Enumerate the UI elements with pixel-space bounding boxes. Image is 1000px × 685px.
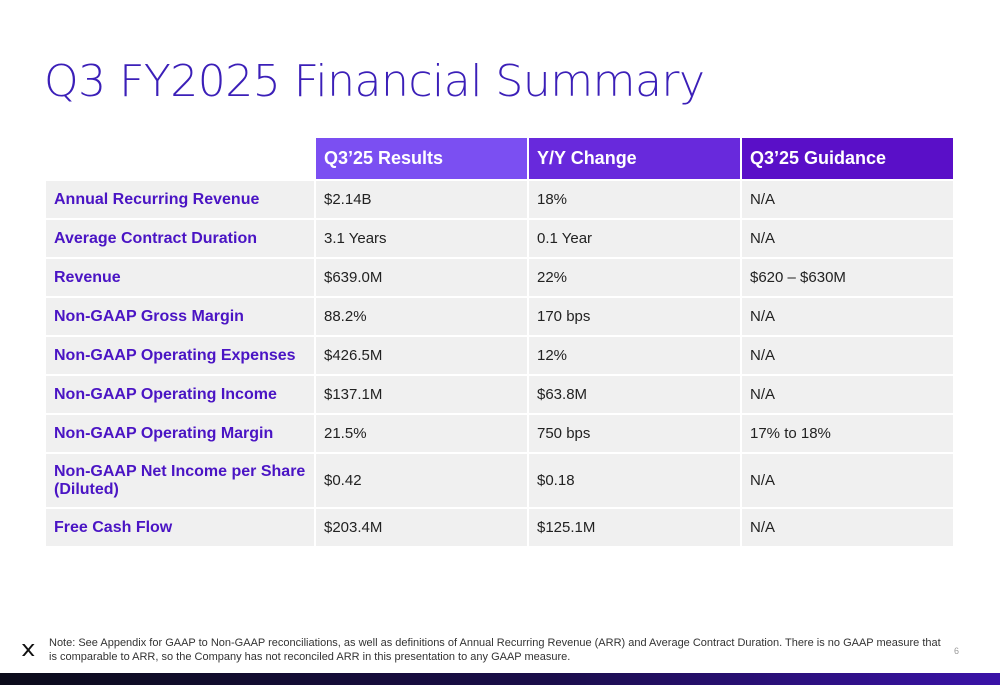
results-cell: 88.2% [316, 298, 527, 335]
metric-label: Non-GAAP Operating Margin [46, 415, 314, 452]
guidance-cell: $620 – $630M [742, 259, 953, 296]
table-row: Non-GAAP Gross Margin 88.2% 170 bps N/A [46, 298, 953, 335]
metric-label: Average Contract Duration [46, 220, 314, 257]
table-row: Free Cash Flow $203.4M $125.1M N/A [46, 509, 953, 546]
results-cell: $0.42 [316, 454, 527, 507]
page-title: Q3 FY2025 Financial Summary [44, 56, 705, 107]
results-cell: $2.14B [316, 181, 527, 218]
metric-label: Non-GAAP Net Income per Share (Diluted) [46, 454, 314, 507]
table-row: Non-GAAP Operating Income $137.1M $63.8M… [46, 376, 953, 413]
table-row: Annual Recurring Revenue $2.14B 18% N/A [46, 181, 953, 218]
metric-label: Non-GAAP Gross Margin [46, 298, 314, 335]
table-header-row: Q3’25 Results Y/Y Change Q3’25 Guidance [46, 138, 953, 179]
table-row: Non-GAAP Operating Expenses $426.5M 12% … [46, 337, 953, 374]
metric-label: Non-GAAP Operating Income [46, 376, 314, 413]
header-yy-change: Y/Y Change [529, 138, 740, 179]
change-cell: $125.1M [529, 509, 740, 546]
guidance-cell: N/A [742, 509, 953, 546]
metric-label: Non-GAAP Operating Expenses [46, 337, 314, 374]
change-cell: 18% [529, 181, 740, 218]
change-cell: 12% [529, 337, 740, 374]
results-cell: 3.1 Years [316, 220, 527, 257]
header-blank [46, 138, 314, 179]
metric-label: Annual Recurring Revenue [46, 181, 314, 218]
bottom-gradient-bar [0, 673, 1000, 685]
header-q3-results: Q3’25 Results [316, 138, 527, 179]
financial-summary-table: Q3’25 Results Y/Y Change Q3’25 Guidance … [44, 136, 955, 548]
guidance-cell: N/A [742, 376, 953, 413]
page-number: 6 [954, 646, 960, 656]
change-cell: 22% [529, 259, 740, 296]
table-row: Non-GAAP Net Income per Share (Diluted) … [46, 454, 953, 507]
table-row: Revenue $639.0M 22% $620 – $630M [46, 259, 953, 296]
footnote: Note: See Appendix for GAAP to Non-GAAP … [49, 637, 941, 663]
guidance-cell: N/A [742, 220, 953, 257]
change-cell: 750 bps [529, 415, 740, 452]
results-cell: $203.4M [316, 509, 527, 546]
change-cell: 0.1 Year [529, 220, 740, 257]
table-row: Non-GAAP Operating Margin 21.5% 750 bps … [46, 415, 953, 452]
table-row: Average Contract Duration 3.1 Years 0.1 … [46, 220, 953, 257]
guidance-cell: N/A [742, 337, 953, 374]
metric-label: Revenue [46, 259, 314, 296]
change-cell: $0.18 [529, 454, 740, 507]
results-cell: $639.0M [316, 259, 527, 296]
results-cell: $426.5M [316, 337, 527, 374]
guidance-cell: 17% to 18% [742, 415, 953, 452]
results-cell: 21.5% [316, 415, 527, 452]
change-cell: 170 bps [529, 298, 740, 335]
change-cell: $63.8M [529, 376, 740, 413]
metric-label: Free Cash Flow [46, 509, 314, 546]
results-cell: $137.1M [316, 376, 527, 413]
guidance-cell: N/A [742, 454, 953, 507]
header-q3-guidance: Q3’25 Guidance [742, 138, 953, 179]
x-logo-icon [22, 644, 35, 656]
guidance-cell: N/A [742, 298, 953, 335]
guidance-cell: N/A [742, 181, 953, 218]
